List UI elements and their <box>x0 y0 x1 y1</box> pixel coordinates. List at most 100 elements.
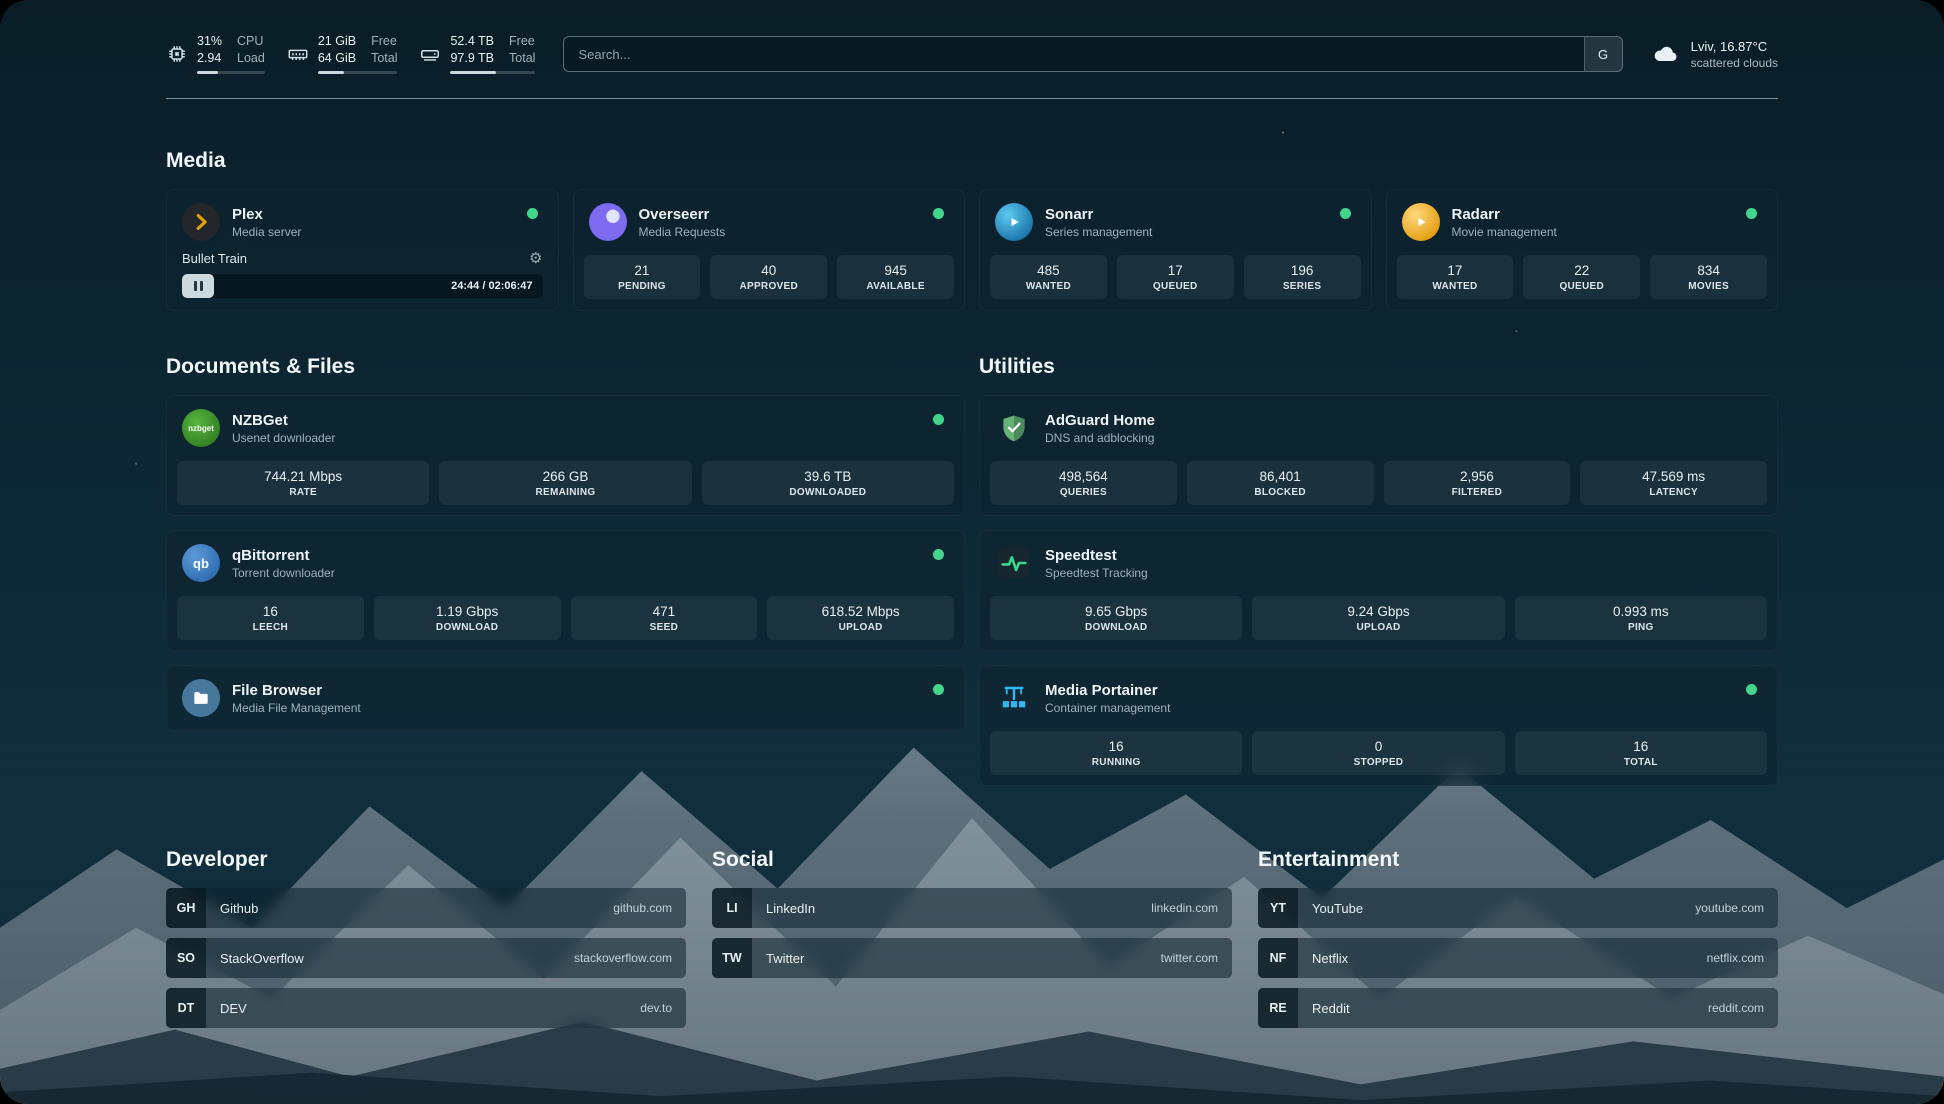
bookmark-url: github.com <box>613 901 672 915</box>
section-title-media: Media <box>166 149 226 172</box>
status-dot <box>933 684 944 695</box>
section-title-entertainment: Entertainment <box>1258 848 1400 871</box>
bookmark-abbr: YT <box>1258 888 1298 928</box>
service-description: Speedtest Tracking <box>1045 565 1148 580</box>
cpu-meter <box>197 71 265 74</box>
gear-icon[interactable]: ⚙ <box>529 250 543 267</box>
playback-progress-bar[interactable]: 24:44 / 02:06:47 <box>182 274 543 298</box>
bookmark-name: DEV <box>220 1000 247 1016</box>
stat-queued: 17 QUEUED <box>1116 255 1234 299</box>
bookmark-youtube[interactable]: YT YouTube youtube.com <box>1258 888 1778 928</box>
bookmark-abbr: TW <box>712 938 752 978</box>
bookmark-dev[interactable]: DT DEV dev.to <box>166 988 686 1028</box>
stat-running: 16 RUNNING <box>990 731 1243 775</box>
weather-condition: scattered clouds <box>1690 55 1778 70</box>
qbittorrent-icon: qb <box>182 544 220 582</box>
pause-button[interactable] <box>182 274 214 298</box>
status-dot <box>933 414 944 425</box>
cpu-load-value: 2.94 <box>197 51 222 65</box>
stat-wanted: 485 WANTED <box>990 255 1107 299</box>
topbar-divider <box>166 98 1778 99</box>
service-card-qbittorrent[interactable]: qb qBittorrent Torrent downloader 16 LEE… <box>166 530 965 651</box>
disk-free-value: 52.4 TB <box>450 34 495 48</box>
service-card-overseerr[interactable]: Overseerr Media Requests 21 PENDING 40 A… <box>572 189 965 311</box>
service-card-nzbget[interactable]: nzbget NZBGet Usenet downloader 744.21 M… <box>166 395 965 516</box>
service-name: Plex <box>232 205 263 223</box>
stat-queries: 498,564 QUERIES <box>990 461 1177 505</box>
stat-latency: 47.569 ms LATENCY <box>1580 461 1767 505</box>
service-name: File Browser <box>232 681 323 699</box>
search-input[interactable] <box>564 37 1584 71</box>
service-card-speedtest[interactable]: Speedtest Speedtest Tracking 9.65 Gbps D… <box>979 530 1778 651</box>
stat-leech: 16 LEECH <box>177 596 364 640</box>
stat-seed: 471 SEED <box>570 596 758 640</box>
search-provider-button[interactable]: G <box>1583 37 1622 71</box>
memory-free-value: 21 GiB <box>317 34 357 48</box>
bookmark-reddit[interactable]: RE Reddit reddit.com <box>1258 988 1778 1028</box>
status-dot <box>933 208 944 219</box>
disk-meter <box>450 71 536 74</box>
cpu-percent: 31% <box>197 34 223 48</box>
bookmark-stackoverflow[interactable]: SO StackOverflow stackoverflow.com <box>166 938 686 978</box>
nzbget-icon: nzbget <box>182 409 220 447</box>
status-dot <box>1746 684 1757 695</box>
bookmark-name: LinkedIn <box>766 900 816 916</box>
status-dot <box>933 549 944 560</box>
adguard-icon <box>995 409 1033 447</box>
stat-filtered: 2,956 FILTERED <box>1383 461 1571 505</box>
stat-remaining: 266 GB REMAINING <box>439 461 692 505</box>
disk-total-label: Total <box>509 51 536 65</box>
memory-meter <box>317 71 398 74</box>
service-card-portainer[interactable]: Media Portainer Container management 16 … <box>979 665 1778 786</box>
service-card-adguard[interactable]: AdGuard Home DNS and adblocking 498,564 … <box>979 395 1778 516</box>
disk-icon <box>421 50 440 61</box>
service-card-filebrowser[interactable]: File Browser Media File Management <box>166 665 965 731</box>
cloud-icon <box>1654 46 1677 62</box>
service-card-radarr[interactable]: Radarr Movie management 17 WANTED 22 QUE… <box>1385 189 1778 311</box>
service-description: Container management <box>1045 700 1171 715</box>
bookmark-netflix[interactable]: NF Netflix netflix.com <box>1258 938 1778 978</box>
memory-total-value: 64 GiB <box>317 51 357 65</box>
memory-free-label: Free <box>371 34 397 48</box>
stat-pending: 21 PENDING <box>583 255 701 299</box>
service-name: Media Portainer <box>1045 681 1158 699</box>
bookmark-url: youtube.com <box>1695 901 1764 915</box>
stat-downloaded: 39.6 TB DOWNLOADED <box>701 461 954 505</box>
bookmark-linkedin[interactable]: LI LinkedIn linkedin.com <box>712 888 1232 928</box>
bookmark-url: netflix.com <box>1706 951 1764 965</box>
entertainment-column: Entertainment YT YouTube youtube.com NF … <box>1258 848 1778 1028</box>
service-description: Media Requests <box>638 224 726 239</box>
service-description: Series management <box>1045 224 1153 239</box>
top-bar: 31% 2.94 CPU Load <box>166 34 1778 74</box>
stat-upload: 9.24 Gbps UPLOAD <box>1252 596 1505 640</box>
stat-approved: 40 APPROVED <box>710 255 828 299</box>
bookmark-abbr: RE <box>1258 988 1298 1028</box>
service-name: NZBGet <box>232 411 288 429</box>
bookmark-name: Github <box>220 900 259 916</box>
stat-queued: 22 QUEUED <box>1523 255 1641 299</box>
section-title-developer: Developer <box>166 848 268 871</box>
social-column: Social LI LinkedIn linkedin.com TW Twitt… <box>712 848 1232 1028</box>
service-card-sonarr[interactable]: Sonarr Series management 485 WANTED 17 Q… <box>979 189 1372 311</box>
filebrowser-icon <box>182 679 220 717</box>
stat-total: 16 TOTAL <box>1514 731 1767 775</box>
pause-icon <box>193 281 197 291</box>
now-playing: Bullet Train ⚙ 24:44 / 02:06:47 <box>177 251 548 300</box>
portainer-icon <box>995 679 1033 717</box>
utilities-column: Utilities <box>979 311 1778 786</box>
service-description: DNS and adblocking <box>1045 430 1155 445</box>
service-description: Torrent downloader <box>232 565 335 580</box>
bookmark-github[interactable]: GH Github github.com <box>166 888 686 928</box>
service-card-plex[interactable]: Plex Media server Bullet Train ⚙ 24:44 /… <box>166 189 559 311</box>
bookmark-twitter[interactable]: TW Twitter twitter.com <box>712 938 1232 978</box>
bookmark-url: twitter.com <box>1160 951 1218 965</box>
section-title-social: Social <box>712 848 774 871</box>
status-dot <box>1339 208 1351 219</box>
playback-time: 24:44 / 02:06:47 <box>451 280 533 292</box>
weather-location: Lviv, 16.87°C <box>1690 38 1768 54</box>
disk-widget: 52.4 TB 97.9 TB Free Total <box>419 34 536 74</box>
stat-available: 945 AVAILABLE <box>837 255 954 299</box>
disk-free-label: Free <box>509 34 535 48</box>
bookmark-name: Reddit <box>1312 1000 1350 1016</box>
